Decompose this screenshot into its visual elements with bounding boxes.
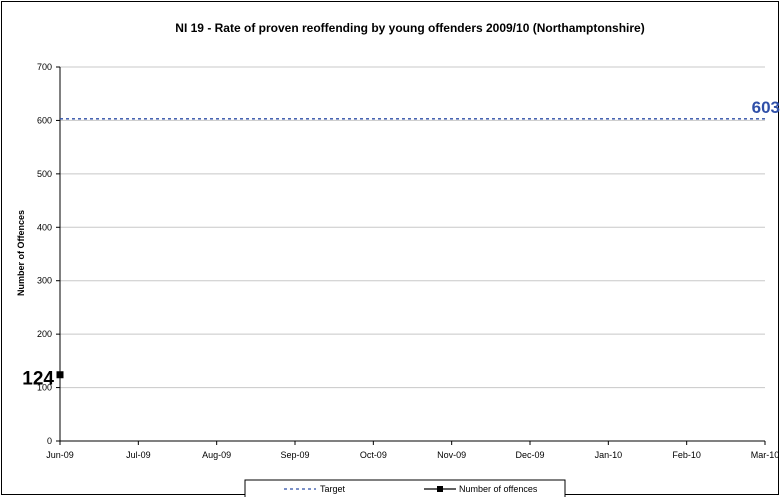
y-tick-label: 0	[47, 436, 52, 446]
y-axis-label: Number of Offences	[16, 210, 26, 296]
legend-label-number-of-offences: Number of offences	[459, 484, 538, 494]
x-tick-label: Sep-09	[280, 450, 309, 460]
series-layer	[56, 118, 765, 379]
x-tick-label: Jan-10	[595, 450, 623, 460]
x-tick-label: Oct-09	[360, 450, 387, 460]
y-tick-label: 100	[37, 383, 52, 393]
target-end-label: 603	[752, 98, 780, 117]
y-tick-labels: 0 100 200 300 400 500 600 700	[37, 62, 52, 446]
x-tick-labels: Jun-09 Jul-09 Aug-09 Sep-09 Oct-09 Nov-09 Dec-…	[46, 450, 779, 460]
x-tick-label: Feb-10	[672, 450, 701, 460]
y-tick-label: 700	[37, 62, 52, 72]
x-tick-label: Jun-09	[46, 450, 74, 460]
y-tick-label: 200	[37, 329, 52, 339]
legend-marker-square	[437, 486, 443, 492]
axes	[56, 66, 766, 445]
y-tick-label: 600	[37, 115, 52, 125]
legend-box	[244, 479, 566, 497]
data-labels: 603 124	[22, 98, 780, 390]
y-tick-label: 300	[37, 276, 52, 286]
x-tick-label: Mar-10	[751, 450, 780, 460]
chart-title: NI 19 - Rate of proven reoffending by yo…	[175, 21, 644, 35]
x-tick-label: Jul-09	[126, 450, 151, 460]
x-tick-label: Aug-09	[202, 450, 231, 460]
data-point-marker	[56, 371, 64, 379]
x-tick-label: Nov-09	[437, 450, 466, 460]
legend-label-target: Target	[320, 484, 346, 494]
gridlines	[60, 66, 765, 389]
y-tick-label: 500	[37, 169, 52, 179]
y-tick-label: 400	[37, 222, 52, 232]
x-tick-label: Dec-09	[515, 450, 544, 460]
offences-point-label: 124	[22, 369, 54, 390]
legend: Target Number of offences	[244, 479, 566, 497]
